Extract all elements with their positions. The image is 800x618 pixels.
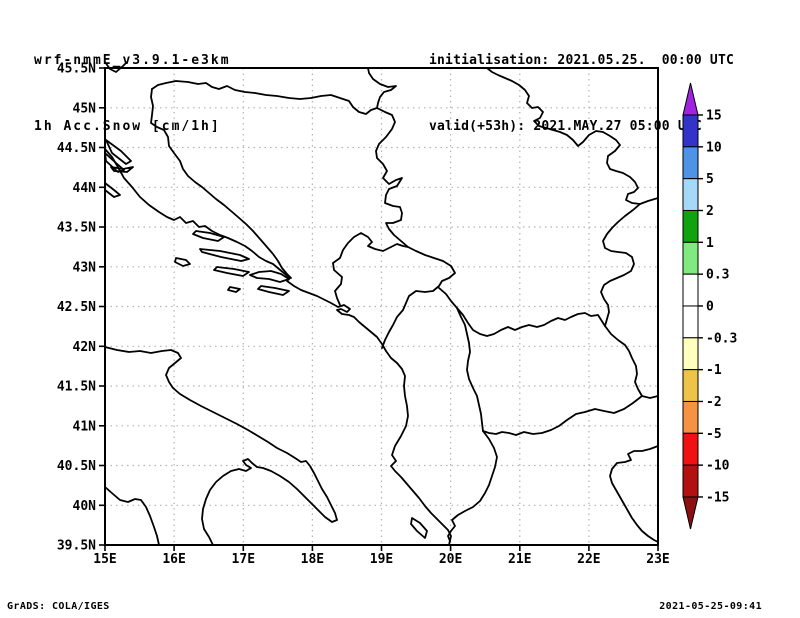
island-kornati: [110, 166, 134, 173]
y-axis-label: 41.5N: [57, 380, 96, 395]
colorbar-label: 15: [706, 109, 722, 124]
colorbar-triangle-top: [682, 82, 699, 116]
peninsula-peljesac: [249, 270, 290, 283]
coast-italy-puglia: [104, 346, 338, 546]
colorbar-label: -10: [706, 459, 730, 474]
colorbar-label: -2: [706, 395, 722, 410]
colorbar-label: 10: [706, 140, 722, 155]
island-corfu: [410, 517, 428, 539]
island-korcula: [213, 266, 250, 277]
colorbar-segment: [682, 432, 699, 466]
colorbar-segment: [682, 146, 699, 180]
island-dugi-otok: [104, 182, 121, 198]
creation-timestamp: 2021-05-25-09:41: [659, 601, 762, 612]
border-bosnia-sava: [151, 80, 378, 115]
coast-italy-calabria: [104, 486, 160, 546]
colorbar-segment: [682, 400, 699, 434]
coast-kvarner-corner: [104, 61, 128, 73]
y-axis-label: 41N: [73, 419, 97, 434]
colorbar-label: 5: [706, 172, 714, 187]
border-macedonia-south: [482, 395, 643, 436]
colorbar-label: -1: [706, 363, 722, 378]
field-name: 1h Acc.Snow [cm/1h]: [34, 119, 221, 134]
island-brac: [192, 230, 225, 242]
colorbar-segment: [682, 337, 699, 371]
island-vis: [174, 257, 191, 267]
x-axis-label: 17E: [232, 552, 255, 567]
colorbar-triangle-bottom: [682, 496, 699, 530]
colorbar-segment: [682, 241, 699, 275]
colorbar-label: -0.3: [706, 331, 737, 346]
y-axis-label: 44.5N: [57, 141, 96, 156]
colorbar-label: -5: [706, 427, 722, 442]
coast-dalmatia-montenegro-albania: [104, 148, 452, 546]
border-bosnia-west: [150, 88, 292, 279]
colorbar-label: 1: [706, 236, 714, 251]
x-axis-label: 22E: [577, 552, 600, 567]
header-right: initialisation: 2021.05.25. 00:00 UTC va…: [429, 6, 734, 182]
y-axis-label: 45N: [73, 101, 97, 116]
x-axis-label: 19E: [370, 552, 393, 567]
colorbar-segment: [682, 178, 699, 211]
colorbar-label: 0: [706, 299, 714, 314]
y-axis-label: 42.5N: [57, 300, 96, 315]
y-axis-label: 45.5N: [57, 62, 96, 77]
colorbar-segment: [682, 464, 699, 498]
y-axis-label: 44N: [73, 181, 97, 196]
border-drina-montenegro: [375, 107, 456, 349]
border-albania-greece: [447, 430, 498, 542]
x-axis-label: 21E: [508, 552, 531, 567]
model-name: wrf-nmmE_v3.9.1-e3km: [34, 53, 231, 68]
y-axis-label: 39.5N: [57, 539, 96, 554]
colorbar-label: 2: [706, 204, 714, 219]
grads-credit: GrADS: COLA/IGES: [7, 601, 110, 612]
y-axis-label: 42N: [73, 340, 97, 355]
x-axis-label: 16E: [162, 552, 185, 567]
coast-greece-aegean: [609, 445, 659, 543]
y-axis-label: 43N: [73, 260, 97, 275]
colorbar-label: 0.3: [706, 268, 729, 283]
island-pag: [105, 139, 132, 165]
x-axis-label: 20E: [439, 552, 462, 567]
colorbar-segment: [682, 273, 699, 307]
colorbar-segment: [682, 209, 699, 243]
border-albania-east: [456, 307, 484, 432]
y-axis-label: 40.5N: [57, 459, 96, 474]
border-bosnia-montenegro: [332, 232, 409, 306]
header-left: wrf-nmmE_v3.9.1-e3km 1h Acc.Snow [cm/1h]: [34, 6, 231, 182]
island-mljet: [257, 285, 290, 296]
colorbar-label: -15: [706, 490, 729, 505]
colorbar-segment: [682, 369, 699, 402]
border-croatia-serbia-danube: [367, 67, 397, 109]
colorbar-segment: [682, 114, 699, 148]
border-serbia-kosovo-macedonia-north: [438, 287, 606, 337]
init-time: initialisation: 2021.05.25. 00:00 UTC: [429, 53, 735, 68]
colorbar-segment: [682, 305, 699, 339]
border-serbia-romania-danube: [486, 67, 659, 205]
border-macedonia-east: [604, 325, 659, 399]
island-lastovo: [227, 286, 241, 293]
y-axis-label: 43.5N: [57, 221, 96, 236]
border-serbia-bulgaria: [600, 203, 641, 327]
y-axis-label: 40N: [73, 499, 97, 514]
x-axis-label: 15E: [93, 552, 116, 567]
x-axis-label: 23E: [646, 552, 669, 567]
x-axis-label: 18E: [301, 552, 324, 567]
island-hvar: [199, 248, 250, 262]
